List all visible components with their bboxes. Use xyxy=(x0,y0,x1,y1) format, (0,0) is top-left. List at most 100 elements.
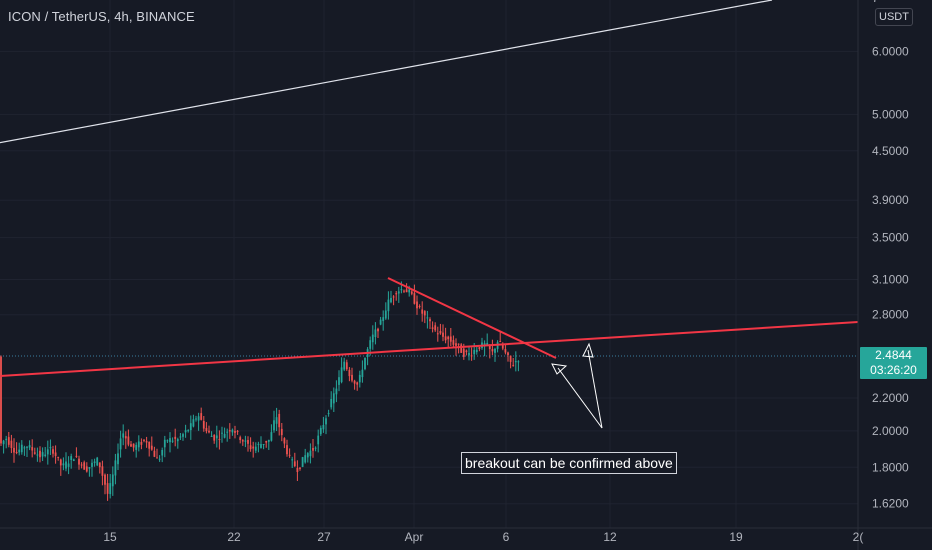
candle-body xyxy=(400,289,403,291)
candle-body xyxy=(353,380,356,384)
descending-trendline[interactable] xyxy=(387,277,557,359)
candle-body xyxy=(78,458,80,465)
price-axis[interactable]: 7 6.0000 5.0000 4.5000 3.9000 3.5000 3.1000 2.8… xyxy=(872,0,909,511)
candle-body xyxy=(356,382,359,385)
candle-body xyxy=(501,344,504,349)
candle-body xyxy=(132,443,135,448)
time-tick-label: Apr xyxy=(405,530,424,544)
candle-body xyxy=(275,417,278,424)
candle-body xyxy=(478,347,481,349)
candle-body xyxy=(434,325,437,331)
candle-body xyxy=(143,439,145,441)
candle-body xyxy=(332,393,335,404)
candle-body xyxy=(156,457,158,459)
candle-body xyxy=(148,441,151,449)
candle-body xyxy=(28,445,31,448)
bar-countdown: 03:26:20 xyxy=(870,363,917,377)
price-tick-label: 3.9000 xyxy=(872,193,909,207)
candle-body xyxy=(312,448,314,451)
price-tick-label: 3.5000 xyxy=(872,231,909,245)
candle-body xyxy=(468,353,470,356)
candle-body xyxy=(421,309,424,314)
candle-body xyxy=(340,367,343,383)
candle-body xyxy=(23,447,26,449)
time-axis[interactable]: 15 22 27 Apr 6 12 19 2( xyxy=(103,530,863,544)
drawings[interactable] xyxy=(0,0,859,429)
candle-body xyxy=(439,331,442,334)
candle-body xyxy=(169,438,171,443)
candle-body xyxy=(509,355,512,362)
candle-body xyxy=(2,440,5,445)
candle-body xyxy=(182,434,184,437)
candle-body xyxy=(247,440,249,444)
candle-body xyxy=(189,423,192,431)
candle-body xyxy=(75,455,78,457)
long-term-trendline[interactable] xyxy=(0,0,773,144)
candle-body xyxy=(413,293,416,304)
price-tick-label: 2.0000 xyxy=(872,424,909,438)
price-tick-label: 6.0000 xyxy=(872,44,909,58)
price-tick-label: 7 xyxy=(872,0,879,5)
candle-body xyxy=(325,418,327,425)
candle-body xyxy=(67,463,70,467)
candle-body xyxy=(278,413,281,428)
candle-body xyxy=(291,459,294,461)
candle-body xyxy=(371,334,374,343)
breakout-arrows[interactable] xyxy=(551,342,603,429)
time-tick-label: 15 xyxy=(103,530,117,544)
candle-body xyxy=(218,439,221,440)
candle-body xyxy=(33,452,36,454)
candle-body xyxy=(59,459,62,466)
candle-body xyxy=(299,467,301,469)
candle-body xyxy=(7,437,10,445)
candle-body xyxy=(397,291,400,294)
support-trendline[interactable] xyxy=(0,321,859,377)
candle-body xyxy=(410,291,413,294)
candle-body xyxy=(387,299,390,312)
candle-body xyxy=(187,430,190,432)
candle-body xyxy=(475,349,478,353)
price-tick-label: 5.0000 xyxy=(872,107,909,121)
candle-body xyxy=(0,356,2,444)
candle-body xyxy=(135,444,138,450)
currency-badge[interactable]: USDT xyxy=(875,8,913,26)
candle-body xyxy=(137,441,140,448)
candle-body xyxy=(184,430,187,433)
candle-body xyxy=(283,438,286,444)
candle-body xyxy=(210,435,213,437)
candle-body xyxy=(514,361,517,363)
candle-body xyxy=(470,355,473,357)
candle-body xyxy=(444,336,447,341)
candle-body xyxy=(231,429,234,433)
candle-body xyxy=(10,440,13,448)
candle-body xyxy=(249,445,252,450)
symbol-title[interactable]: ICON / TetherUS, 4h, BINANCE xyxy=(8,9,195,24)
candle-body xyxy=(241,440,244,442)
candle-body xyxy=(517,361,520,363)
price-tick-label: 3.1000 xyxy=(872,273,909,287)
candle-body xyxy=(83,462,86,470)
candle-body xyxy=(208,430,210,433)
time-tick-label: 19 xyxy=(729,530,743,544)
candle-body xyxy=(221,432,223,434)
candle-body xyxy=(205,428,208,432)
candle-body xyxy=(304,455,307,463)
annotation-text[interactable]: breakout can be confirmed above xyxy=(461,452,677,474)
candle-body xyxy=(106,483,109,494)
candle-body xyxy=(449,336,452,342)
candle-body xyxy=(85,466,88,472)
candle-body xyxy=(150,445,153,450)
last-price-value: 2.4844 xyxy=(875,348,912,362)
candle-body xyxy=(254,446,257,451)
candle-body xyxy=(200,413,203,420)
candle-body xyxy=(252,446,255,449)
price-tick-label: 4.5000 xyxy=(872,144,909,158)
candle-body xyxy=(392,296,395,298)
time-tick-label: 6 xyxy=(503,530,510,544)
candle-body xyxy=(176,439,179,442)
candle-body xyxy=(418,306,421,307)
candle-body xyxy=(15,452,18,453)
candle-body xyxy=(111,474,114,487)
